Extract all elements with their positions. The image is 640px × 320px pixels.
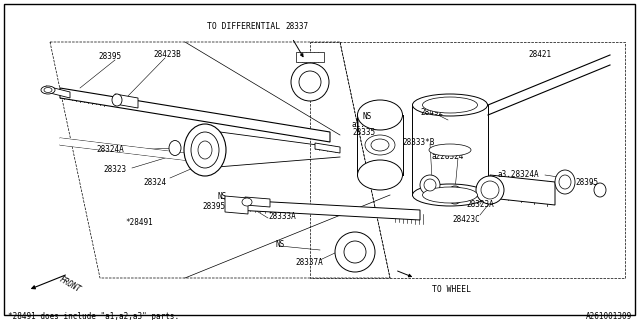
Text: 28395: 28395 (98, 52, 121, 61)
Text: 28492: 28492 (420, 108, 443, 117)
Text: 28324A: 28324A (96, 145, 124, 154)
Text: 28421: 28421 (528, 50, 551, 59)
Ellipse shape (476, 176, 504, 204)
Ellipse shape (371, 139, 389, 151)
Polygon shape (60, 138, 200, 162)
Ellipse shape (299, 71, 321, 93)
Ellipse shape (413, 184, 488, 206)
Text: A261001309: A261001309 (586, 312, 632, 320)
Text: 28333A: 28333A (268, 212, 296, 221)
Polygon shape (245, 197, 270, 207)
Text: 28395: 28395 (575, 178, 598, 187)
Polygon shape (296, 52, 324, 62)
Text: 28337: 28337 (285, 22, 308, 31)
Ellipse shape (358, 100, 403, 130)
Ellipse shape (447, 186, 463, 204)
Ellipse shape (559, 175, 571, 189)
Ellipse shape (422, 187, 477, 203)
Polygon shape (315, 143, 340, 153)
Text: TO WHEEL: TO WHEEL (432, 285, 471, 294)
Ellipse shape (44, 87, 52, 92)
Text: *28491 does include "a1,a2,a3" parts.: *28491 does include "a1,a2,a3" parts. (8, 312, 179, 320)
Ellipse shape (184, 124, 226, 176)
Text: *28491: *28491 (125, 218, 153, 227)
Ellipse shape (112, 94, 122, 106)
Ellipse shape (169, 140, 181, 156)
Ellipse shape (481, 181, 499, 199)
Ellipse shape (198, 141, 212, 159)
Ellipse shape (335, 232, 375, 272)
Ellipse shape (594, 183, 606, 197)
Text: a1.: a1. (352, 120, 366, 129)
Polygon shape (225, 196, 248, 214)
Ellipse shape (358, 160, 403, 190)
Text: a228324: a228324 (432, 152, 465, 161)
Text: 28333*B: 28333*B (402, 138, 435, 147)
Polygon shape (60, 88, 330, 142)
Ellipse shape (365, 135, 395, 155)
Polygon shape (46, 86, 70, 98)
Text: 28423B: 28423B (153, 50, 180, 59)
Text: NS: NS (218, 192, 227, 201)
Polygon shape (490, 175, 555, 205)
Ellipse shape (424, 179, 436, 191)
Ellipse shape (41, 86, 55, 94)
Ellipse shape (191, 132, 219, 168)
Text: 28337A: 28337A (295, 258, 323, 267)
Text: TO DIFFERENTIAL: TO DIFFERENTIAL (207, 22, 280, 31)
Polygon shape (235, 200, 420, 220)
Ellipse shape (413, 94, 488, 116)
Ellipse shape (242, 198, 252, 206)
Text: FRONT: FRONT (58, 275, 82, 294)
Text: a3.28324A: a3.28324A (498, 170, 540, 179)
Text: 28423C: 28423C (452, 215, 480, 224)
Text: 28335: 28335 (352, 128, 375, 137)
Text: 28324: 28324 (143, 178, 166, 187)
Ellipse shape (422, 97, 477, 113)
Polygon shape (115, 94, 138, 108)
Ellipse shape (420, 175, 440, 195)
Text: 28323A: 28323A (466, 200, 493, 209)
Ellipse shape (344, 241, 366, 263)
Text: 28395: 28395 (202, 202, 225, 211)
Text: 28323: 28323 (103, 165, 126, 174)
Text: NS: NS (362, 112, 372, 121)
Ellipse shape (429, 144, 471, 156)
Ellipse shape (555, 170, 575, 194)
Ellipse shape (291, 63, 329, 101)
Text: NS: NS (275, 240, 285, 249)
